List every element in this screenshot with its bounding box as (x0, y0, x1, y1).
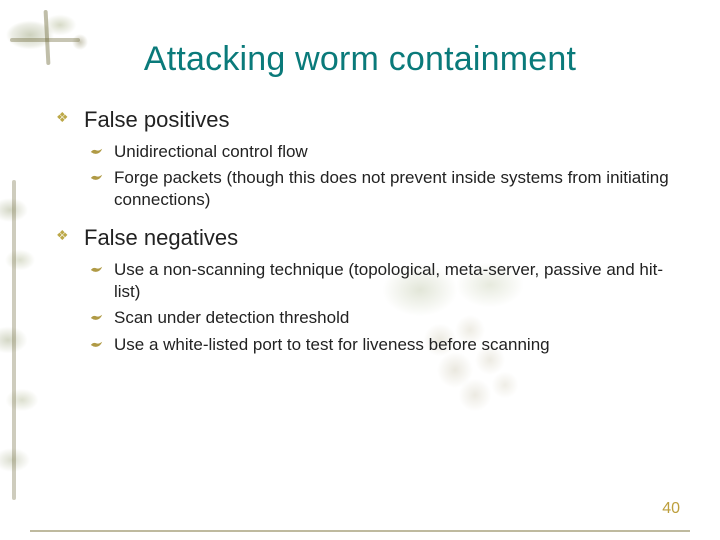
bullet-label: False positives (84, 107, 230, 132)
bullet-list-level2: Use a non-scanning technique (topologica… (88, 259, 670, 355)
subbullet-item: Forge packets (though this does not prev… (88, 167, 670, 211)
subbullet-item: Use a white-listed port to test for live… (88, 334, 670, 356)
bullet-list-level1: False positives Unidirectional control f… (56, 107, 670, 356)
subbullet-item: Scan under detection threshold (88, 307, 670, 329)
slide: Attacking worm containment False positiv… (0, 0, 720, 540)
bullet-item: False positives Unidirectional control f… (56, 107, 670, 211)
subbullet-item: Use a non-scanning technique (topologica… (88, 259, 670, 303)
bullet-label: False negatives (84, 225, 238, 250)
bullet-list-level2: Unidirectional control flow Forge packet… (88, 141, 670, 211)
page-number: 40 (662, 500, 680, 518)
subbullet-item: Unidirectional control flow (88, 141, 670, 163)
slide-title: Attacking worm containment (50, 40, 670, 79)
bullet-item: False negatives Use a non-scanning techn… (56, 225, 670, 355)
